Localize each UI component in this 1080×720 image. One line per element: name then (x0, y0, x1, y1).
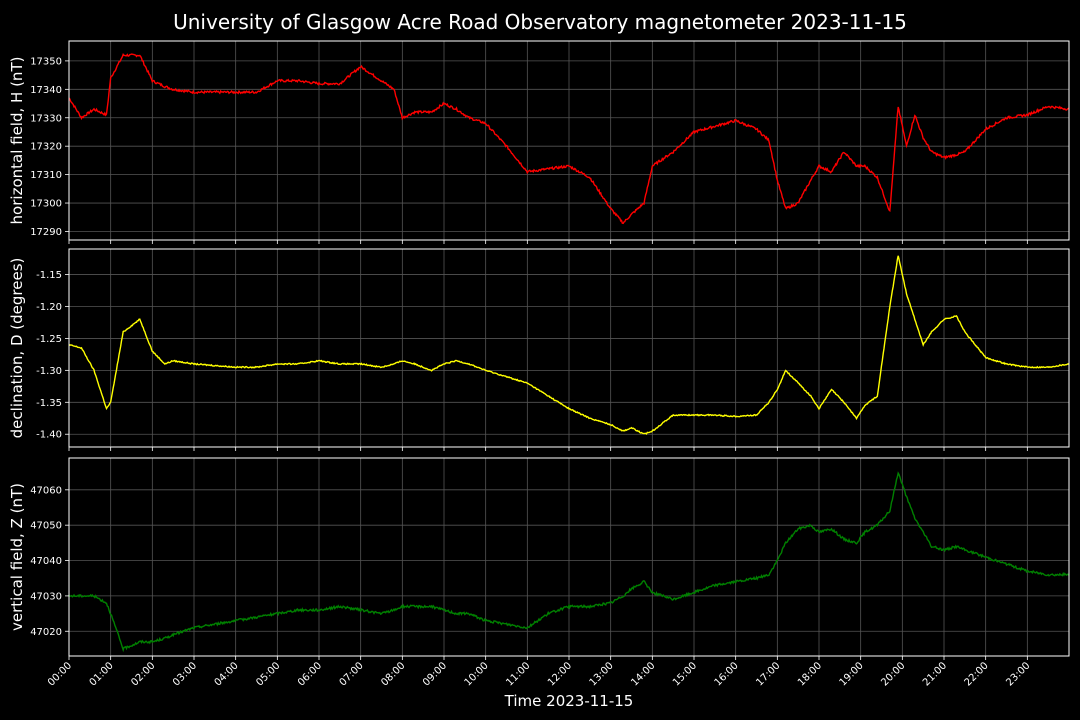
x-tick-label: 12:00 (546, 660, 574, 688)
y-tick-label: 47040 (30, 556, 62, 567)
y-tick-label: 47020 (30, 627, 62, 638)
y-tick-label: 17300 (30, 199, 62, 210)
x-tick-label: 02:00 (129, 660, 157, 688)
y-tick-label: 47050 (30, 521, 62, 532)
y-tick-label: -1.25 (36, 334, 62, 345)
x-tick-label: 21:00 (921, 660, 949, 688)
series-line-z (68, 471, 1070, 653)
x-tick-label: 15:00 (671, 660, 699, 688)
y-tick-label: -1.40 (36, 430, 62, 441)
y-tick-label: 17330 (30, 113, 62, 124)
x-tick-label: 04:00 (213, 660, 241, 688)
y-tick-label: -1.30 (36, 366, 62, 377)
x-tick-label: 10:00 (463, 660, 491, 688)
y-tick-label: 17310 (30, 170, 62, 181)
panel-z: 47020 47030 47040 47050 47060 vertical field,… (8, 457, 1070, 660)
x-tick-label: 11:00 (504, 660, 532, 688)
x-tick-label: 09:00 (421, 660, 449, 688)
x-tick-label: 22:00 (963, 660, 991, 688)
panel-d: -1.40 -1.35 -1.30 -1.25 -1.20 -1.15 declinatio… (8, 248, 1070, 451)
x-tick-label: 23:00 (1004, 660, 1032, 688)
x-tick-label: 01:00 (88, 660, 116, 688)
y-tick-label: 17350 (30, 56, 62, 67)
y-axis-label-d: declination, D (degrees) (8, 258, 26, 439)
x-tick-label: 06:00 (296, 660, 324, 688)
y-tick-label: -1.15 (36, 270, 62, 281)
x-tick-label: 19:00 (838, 660, 866, 688)
panels: 17290 17300 17310 17320 17330 17340 17350 horiz… (8, 40, 1070, 689)
x-axis-label: Time 2023-11-15 (504, 692, 634, 710)
x-tick-label: 16:00 (713, 660, 741, 688)
y-axis-label-z: vertical field, Z (nT) (8, 483, 26, 631)
x-tick-label: 07:00 (338, 660, 366, 688)
x-tick-label: 03:00 (171, 660, 199, 688)
y-tick-label: -1.20 (36, 302, 62, 313)
y-tick-label: 47030 (30, 591, 62, 602)
plot-frame (68, 40, 1070, 241)
plot-frame (68, 457, 1070, 657)
x-tick-label: 00:00 (46, 660, 74, 688)
x-tick-label: 08:00 (379, 660, 407, 688)
x-tick-label: 14:00 (629, 660, 657, 688)
x-tick-label: 13:00 (588, 660, 616, 688)
y-tick-label: 17290 (30, 227, 62, 238)
y-tick-label: 17320 (30, 142, 62, 153)
y-tick-label: 17340 (30, 85, 62, 96)
series-line-h (68, 53, 1069, 225)
x-tick-label: 05:00 (254, 660, 282, 688)
x-tick-label: 18:00 (796, 660, 824, 688)
x-tick-label: 20:00 (879, 660, 907, 688)
y-tick-label: -1.35 (36, 398, 62, 409)
x-tick-label: 17:00 (754, 660, 782, 688)
panel-h: 17290 17300 17310 17320 17330 17340 17350 horiz… (8, 40, 1070, 244)
chart-title: University of Glasgow Acre Road Observat… (173, 10, 907, 34)
y-tick-label: 47060 (30, 485, 62, 496)
series-line-d (68, 255, 1070, 435)
y-axis-label-h: horizontal field, H (nT) (8, 57, 26, 225)
plot-frame (68, 248, 1070, 448)
